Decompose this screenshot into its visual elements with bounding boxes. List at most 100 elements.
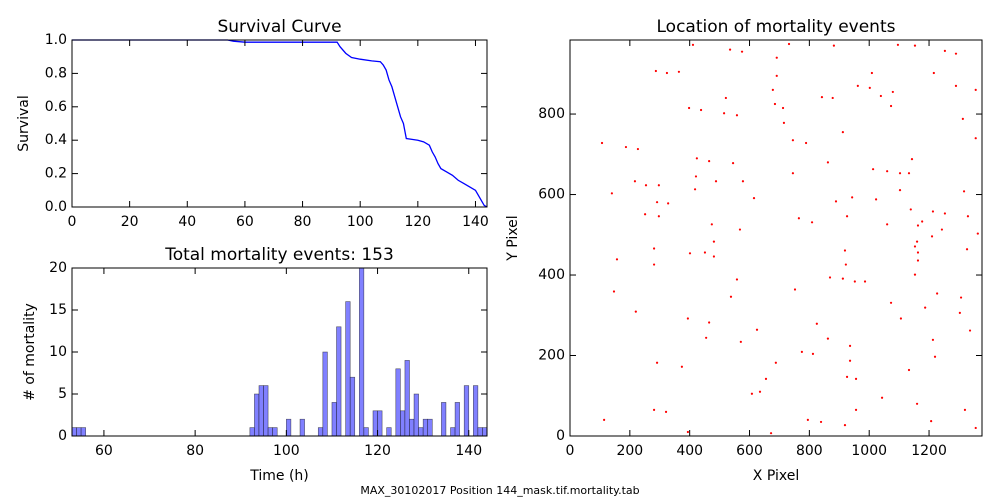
scatter-point — [899, 317, 903, 320]
scatter-point — [826, 337, 830, 340]
scatter-point — [769, 432, 773, 435]
histogram-bar — [263, 385, 269, 437]
scatter-point — [966, 215, 970, 218]
scatter-point — [886, 170, 889, 173]
scatter-point — [781, 106, 785, 110]
scatter-point — [644, 184, 648, 187]
scatter-point — [603, 418, 606, 422]
scatter-point — [695, 157, 698, 160]
scatter-point — [930, 420, 933, 423]
scatter-point — [828, 276, 832, 279]
x-tick-label: 100 — [347, 214, 374, 230]
scatter-point — [600, 141, 604, 145]
scatter-point — [974, 137, 977, 140]
scatter-point — [654, 69, 657, 73]
scatter-point — [915, 240, 919, 243]
scatter-point — [931, 338, 935, 341]
scatter-point — [758, 390, 762, 393]
histogram-bar — [272, 427, 278, 437]
scatter-point — [968, 329, 972, 332]
x-axis-label: X Pixel — [753, 468, 799, 484]
scatter-point — [652, 263, 656, 266]
scatter-point — [962, 190, 966, 193]
scatter-point — [913, 273, 917, 276]
scatter-point — [800, 350, 803, 353]
scatter-point — [735, 114, 739, 117]
scatter-point — [738, 228, 742, 231]
scatter-point — [806, 418, 809, 422]
x-tick-label: 0 — [68, 214, 77, 230]
x-tick-label: 60 — [236, 214, 254, 230]
scatter-point — [880, 396, 884, 399]
caption: MAX_30102017 Position 144_mask.tif.morta… — [360, 484, 639, 497]
scatter-point — [896, 43, 900, 46]
scatter-point — [615, 258, 619, 261]
scatter-point — [708, 160, 711, 163]
histogram-bar — [418, 427, 424, 437]
x-tick-label: 1000 — [851, 443, 887, 459]
axes-frame — [71, 39, 488, 208]
scatter-point — [848, 359, 852, 362]
scatter-point — [924, 306, 927, 309]
histogram-bar — [267, 427, 273, 437]
scatter-point — [787, 42, 791, 46]
scatter-point — [793, 288, 797, 291]
scatter-point — [874, 198, 878, 201]
y-tick-label: 15 — [49, 302, 67, 318]
plot-area — [72, 39, 488, 208]
x-tick-label: 120 — [404, 214, 431, 230]
scatter-point — [959, 296, 963, 299]
scatter-point — [879, 94, 882, 98]
histogram-bar — [322, 351, 328, 437]
scatter-point — [657, 184, 660, 187]
scatter-point — [782, 121, 786, 125]
y-tick-label: 400 — [538, 267, 565, 283]
scatter-point — [907, 172, 911, 175]
y-tick-label: 600 — [538, 187, 565, 203]
scatter-point — [752, 197, 756, 200]
y-tick-label: 0.8 — [45, 65, 67, 81]
histogram-bar — [286, 418, 292, 437]
scatter-point — [703, 251, 707, 254]
scatter-point — [655, 201, 659, 204]
y-tick-label: 800 — [538, 106, 565, 122]
scatter-point — [974, 426, 977, 430]
scatter-point — [870, 71, 873, 75]
scatter-point — [636, 147, 640, 151]
scatter-point — [930, 235, 934, 238]
histogram-bar — [317, 427, 324, 437]
subplot: Location of mortality events X Pixel Y Pix… — [505, 17, 983, 484]
scatter-point — [915, 402, 919, 405]
histogram-bar — [463, 385, 470, 437]
chart-title: Total mortality events: 153 — [164, 245, 394, 265]
scatter-point — [643, 213, 647, 216]
scatter-point — [936, 292, 939, 295]
histogram-bar — [331, 402, 337, 437]
scatter-point — [693, 188, 697, 191]
histogram-bar — [422, 418, 429, 437]
scatter-point — [933, 355, 937, 358]
scatter-point — [916, 251, 920, 254]
scatter-point — [854, 408, 858, 411]
histogram-bar — [336, 326, 342, 437]
y-tick-label: 0 — [556, 428, 565, 444]
scatter-point — [811, 352, 815, 356]
x-tick-label: 60 — [95, 443, 113, 459]
histogram-bar — [395, 368, 401, 437]
scatter-point — [612, 290, 616, 293]
x-tick-label: 20 — [121, 214, 139, 230]
x-tick-label: 600 — [736, 443, 763, 459]
scatter-point — [831, 96, 834, 100]
scatter-point — [851, 196, 854, 199]
scatter-point — [731, 162, 735, 165]
histogram-bar — [400, 410, 406, 437]
scatter-point — [655, 361, 659, 364]
histogram-bar — [258, 385, 264, 437]
scatter-point — [954, 52, 958, 55]
y-tick-label: 200 — [538, 348, 565, 364]
scatter-point — [820, 96, 824, 99]
y-tick-label: 0.4 — [45, 132, 67, 148]
scatter-point — [680, 365, 684, 368]
